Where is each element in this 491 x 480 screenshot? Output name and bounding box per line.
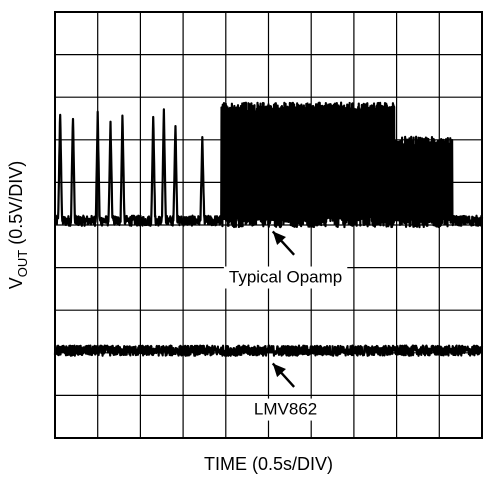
y-axis-label: VOUT (0.5V/DIV) <box>6 161 30 290</box>
series-line-typical <box>53 101 484 229</box>
y-axis-label-suffix: (0.5V/DIV) <box>6 161 26 250</box>
series-line-lmv862 <box>53 344 484 357</box>
annotation-label-bg <box>248 398 323 421</box>
plot-frame <box>54 11 483 439</box>
annotation-arrow-head <box>272 231 286 246</box>
annotation-label-lmv862: LMV862 <box>254 400 317 419</box>
annotation-arrow-head <box>272 363 286 378</box>
annotations: Typical Opamp LMV862 <box>223 230 348 421</box>
y-axis-label-main: V <box>6 277 26 289</box>
y-axis-label-sub: OUT <box>15 250 30 278</box>
annotation-label-typical: Typical Opamp <box>229 268 342 287</box>
annotation-label-bg <box>223 266 348 289</box>
traces <box>53 101 484 357</box>
x-axis-label: TIME (0.5s/DIV) <box>204 454 333 474</box>
